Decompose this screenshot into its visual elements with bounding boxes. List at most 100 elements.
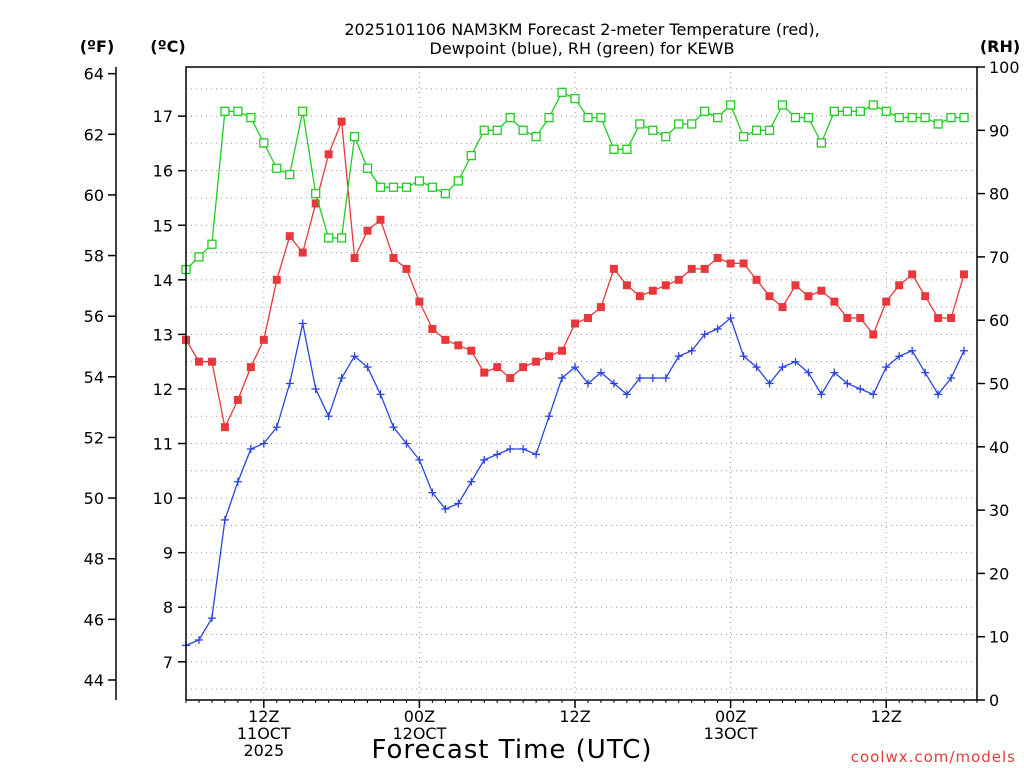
rh-point <box>505 112 515 123</box>
temperature-point <box>298 248 307 257</box>
temperature-point <box>558 346 567 355</box>
rh-point <box>596 112 606 123</box>
celsius-tick-label: 7 <box>163 653 173 672</box>
rh-tick-label: 60 <box>989 311 1009 330</box>
temperature-point <box>869 330 878 339</box>
rh-point <box>557 87 567 97</box>
rh-point <box>259 138 269 148</box>
rh-point <box>414 176 425 186</box>
celsius-tick-label: 9 <box>163 544 173 563</box>
x-tick-label: 12Z <box>559 707 590 726</box>
plot-frame <box>185 66 978 701</box>
dewpoint-point <box>246 444 255 453</box>
fahrenheit-tick-label: 44 <box>84 671 104 690</box>
rh-tick-label: 70 <box>989 248 1009 267</box>
dewpoint-point <box>506 444 515 453</box>
series-dewpoint <box>182 314 969 650</box>
dewpoint-point <box>960 346 969 355</box>
rh-point <box>233 106 243 116</box>
temperature-point <box>856 314 865 323</box>
dewpoint-point <box>934 390 943 399</box>
dewpoint-point <box>687 346 696 355</box>
temperature-point <box>467 346 476 355</box>
dewpoint-point <box>389 423 398 432</box>
celsius-unit-label: (ºC) <box>150 37 185 56</box>
dewpoint-point <box>596 368 605 377</box>
dewpoint-point <box>428 488 437 497</box>
temperature-point <box>609 264 618 273</box>
x-tick-label: 13OCT <box>704 724 758 743</box>
axes-layer <box>108 66 985 708</box>
temperature-point <box>441 335 450 344</box>
dewpoint-point <box>713 324 722 333</box>
rh-point <box>246 112 256 123</box>
rh-tick-label: 80 <box>989 185 1009 204</box>
rh-unit-label: (RH) <box>980 37 1020 56</box>
rh-point <box>868 100 878 110</box>
rh-point <box>920 112 930 123</box>
dewpoint-point <box>674 352 683 361</box>
dewpoint-point <box>622 390 631 399</box>
rh-point <box>816 138 827 148</box>
dewpoint-point <box>765 379 774 388</box>
rh-point <box>220 106 230 116</box>
temperature-point <box>934 314 943 323</box>
dewpoint-point <box>830 368 839 377</box>
dewpoint-point <box>571 363 580 372</box>
temperature-point <box>532 357 541 366</box>
dewpoint-point <box>843 379 852 388</box>
rh-point <box>790 112 801 123</box>
dewpoint-point <box>739 352 748 361</box>
rh-point <box>453 176 463 186</box>
series-temperature <box>182 117 969 432</box>
rh-point <box>725 100 736 110</box>
dewpoint-point <box>363 363 372 372</box>
x-tick-label: 12OCT <box>392 724 446 743</box>
temperature-point <box>519 363 528 372</box>
temperature-point <box>350 253 359 262</box>
rh-point <box>661 131 671 142</box>
rh-point <box>194 252 204 262</box>
temperature-point <box>389 253 398 262</box>
fahrenheit-tick-label: 50 <box>84 489 104 508</box>
rh-point <box>336 233 347 243</box>
temperature-point <box>700 264 709 273</box>
celsius-tick-label: 8 <box>163 598 173 617</box>
dewpoint-point <box>700 330 709 339</box>
fahrenheit-tick-label: 62 <box>84 125 104 144</box>
dewpoint-point <box>908 346 917 355</box>
dewpoint-point <box>519 444 528 453</box>
chart-title-line2: Dewpoint (blue), RH (green) for KEWB <box>430 39 735 58</box>
temperature-point <box>220 423 229 432</box>
temperature-point <box>480 368 489 377</box>
dewpoint-point <box>661 374 670 383</box>
rh-point <box>674 119 684 129</box>
temperature-point <box>908 270 917 279</box>
rh-point <box>272 163 282 173</box>
dewpoint-point <box>778 363 787 372</box>
dewpoint-point <box>856 384 865 393</box>
grid-lines <box>186 67 977 700</box>
fahrenheit-tick-label: 52 <box>84 428 104 447</box>
x-tick-label: 12Z <box>871 707 902 726</box>
temperature-point <box>765 292 774 301</box>
temperature-point <box>817 286 826 295</box>
dewpoint-point <box>194 635 203 644</box>
temperature-point <box>402 264 411 273</box>
rh-point <box>635 119 645 129</box>
fahrenheit-tick-label: 64 <box>84 65 104 84</box>
temperature-point <box>246 363 255 372</box>
dewpoint-point <box>817 390 826 399</box>
x-tick-label: 12Z <box>248 707 279 726</box>
series-rh <box>181 87 969 275</box>
rh-tick-label: 30 <box>989 501 1009 520</box>
x-axis-label: Forecast Time (UTC) <box>371 735 652 765</box>
x-tick-label: 2025 <box>243 741 284 760</box>
temperature-point <box>272 275 281 284</box>
temperature-point <box>506 374 515 383</box>
rh-point <box>855 106 865 116</box>
dewpoint-point <box>558 374 567 383</box>
dewpoint-point <box>804 368 813 377</box>
temperature-point <box>804 292 813 301</box>
rh-tick-label: 0 <box>989 691 999 710</box>
